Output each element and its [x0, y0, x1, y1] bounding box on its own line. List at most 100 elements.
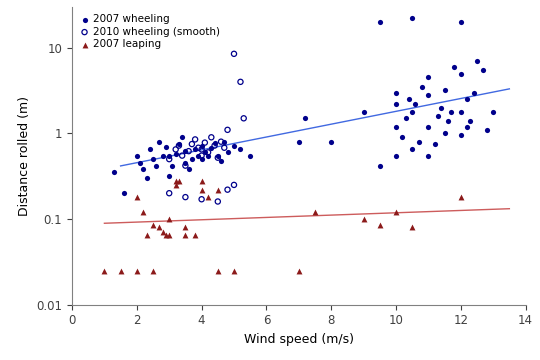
2007 wheeling	[424, 92, 433, 98]
2007 wheeling	[142, 175, 151, 181]
2010 wheeling (smooth)	[191, 136, 199, 142]
2007 leaping	[375, 222, 384, 228]
2007 wheeling	[148, 156, 157, 162]
2010 wheeling (smooth)	[165, 156, 173, 162]
2007 wheeling	[223, 149, 232, 155]
2010 wheeling (smooth)	[165, 190, 173, 196]
2007 wheeling	[230, 143, 238, 148]
2007 leaping	[148, 267, 157, 273]
2007 wheeling	[440, 131, 449, 136]
2007 wheeling	[472, 58, 481, 64]
2007 wheeling	[204, 153, 212, 158]
2007 wheeling	[392, 124, 400, 130]
2007 wheeling	[392, 90, 400, 95]
2010 wheeling (smooth)	[197, 196, 206, 202]
2007 wheeling	[200, 149, 209, 155]
2007 wheeling	[482, 127, 491, 133]
2007 wheeling	[110, 170, 118, 175]
2010 wheeling (smooth)	[220, 145, 228, 150]
2007 wheeling	[236, 147, 245, 152]
Legend: 2007 wheeling, 2010 wheeling (smooth), 2007 leaping: 2007 wheeling, 2010 wheeling (smooth), 2…	[77, 12, 222, 51]
2007 wheeling	[155, 139, 164, 145]
2007 leaping	[161, 232, 170, 238]
2007 wheeling	[392, 101, 400, 107]
2007 wheeling	[294, 139, 303, 145]
2007 leaping	[174, 178, 183, 184]
2007 leaping	[359, 216, 368, 222]
2007 wheeling	[213, 153, 222, 158]
2007 wheeling	[392, 153, 400, 158]
2010 wheeling (smooth)	[223, 127, 232, 133]
2010 wheeling (smooth)	[223, 187, 232, 193]
2007 leaping	[100, 267, 109, 273]
2007 wheeling	[119, 190, 128, 196]
2010 wheeling (smooth)	[200, 140, 209, 145]
2010 wheeling (smooth)	[207, 134, 215, 140]
2010 wheeling (smooth)	[174, 143, 183, 148]
2007 wheeling	[132, 153, 141, 158]
2007 leaping	[392, 209, 400, 215]
2010 wheeling (smooth)	[171, 147, 180, 152]
2007 wheeling	[424, 124, 433, 130]
2007 leaping	[132, 194, 141, 200]
2007 wheeling	[161, 144, 170, 149]
2007 leaping	[181, 224, 190, 230]
2007 wheeling	[301, 116, 309, 121]
2007 wheeling	[168, 163, 177, 168]
2007 wheeling	[398, 134, 407, 140]
2007 leaping	[456, 194, 465, 200]
2007 wheeling	[430, 141, 439, 147]
2007 leaping	[181, 232, 190, 238]
2007 wheeling	[443, 118, 452, 124]
2007 leaping	[116, 267, 125, 273]
2007 leaping	[197, 178, 206, 184]
2007 leaping	[142, 232, 151, 238]
2007 wheeling	[174, 141, 183, 147]
2007 wheeling	[194, 153, 202, 158]
X-axis label: Wind speed (m/s): Wind speed (m/s)	[244, 333, 354, 346]
2007 wheeling	[246, 153, 254, 158]
2007 wheeling	[145, 147, 154, 152]
2010 wheeling (smooth)	[210, 143, 219, 148]
2007 wheeling	[375, 163, 384, 168]
2007 wheeling	[191, 147, 199, 152]
2007 leaping	[155, 224, 164, 230]
2007 leaping	[213, 187, 222, 193]
2007 wheeling	[424, 75, 433, 80]
2007 leaping	[148, 222, 157, 228]
2010 wheeling (smooth)	[178, 153, 186, 158]
2007 wheeling	[165, 173, 173, 179]
2007 leaping	[310, 209, 319, 215]
2007 wheeling	[165, 153, 173, 158]
2007 leaping	[204, 194, 212, 200]
2007 wheeling	[447, 109, 455, 114]
2007 wheeling	[408, 109, 416, 114]
2007 leaping	[230, 267, 238, 273]
2010 wheeling (smooth)	[230, 182, 238, 188]
2010 wheeling (smooth)	[236, 79, 245, 85]
2007 wheeling	[440, 87, 449, 93]
2010 wheeling (smooth)	[194, 145, 202, 150]
2010 wheeling (smooth)	[239, 116, 248, 121]
2007 wheeling	[327, 139, 335, 145]
2010 wheeling (smooth)	[204, 149, 212, 155]
2007 leaping	[139, 209, 147, 215]
2007 wheeling	[469, 90, 478, 95]
2010 wheeling (smooth)	[213, 199, 222, 204]
2007 wheeling	[181, 160, 190, 166]
2007 wheeling	[434, 113, 442, 119]
2007 wheeling	[207, 145, 215, 150]
2007 wheeling	[217, 158, 225, 163]
2007 leaping	[132, 267, 141, 273]
2007 wheeling	[181, 148, 190, 154]
2007 wheeling	[414, 139, 423, 145]
2007 wheeling	[197, 143, 206, 148]
2007 wheeling	[171, 151, 180, 157]
2007 wheeling	[178, 134, 186, 140]
2007 wheeling	[187, 156, 196, 162]
2007 wheeling	[437, 105, 445, 111]
2010 wheeling (smooth)	[217, 139, 225, 145]
2007 wheeling	[404, 96, 413, 102]
2007 leaping	[158, 229, 167, 235]
2010 wheeling (smooth)	[197, 147, 206, 152]
